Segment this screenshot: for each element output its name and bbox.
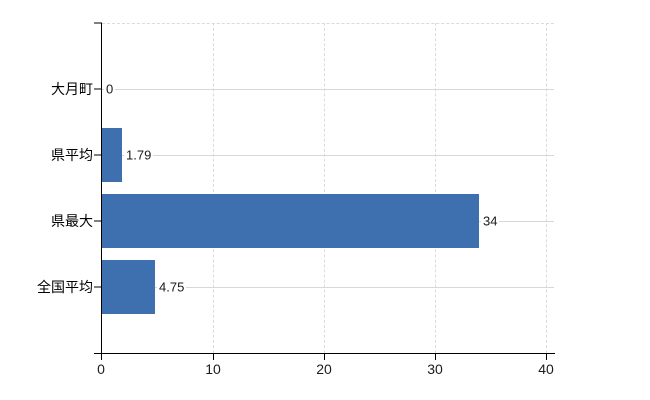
y-axis-tick <box>94 154 102 156</box>
y-axis-category-label: 県最大 <box>51 213 93 229</box>
gridline-horizontal <box>102 287 554 288</box>
x-axis-tick-label: 40 <box>538 361 554 377</box>
gridline-horizontal <box>102 89 554 90</box>
y-axis-end-tick <box>94 22 102 24</box>
y-axis-tick <box>94 88 102 90</box>
x-axis-line <box>94 353 555 354</box>
x-axis-tick-label: 30 <box>427 361 443 377</box>
bar <box>102 260 155 314</box>
x-axis-tick <box>435 354 436 360</box>
bar <box>102 128 122 182</box>
x-axis-tick <box>213 354 214 360</box>
bar-value-label: 34 <box>481 213 500 229</box>
y-axis-tick <box>94 286 102 288</box>
bar-value-label: 4.75 <box>157 279 187 295</box>
bar-value-label: 1.79 <box>124 147 154 163</box>
x-axis-tick-label: 10 <box>205 361 221 377</box>
x-axis-tick <box>546 354 547 360</box>
bar <box>102 194 479 248</box>
gridline-vertical <box>435 23 436 353</box>
plot-top-border <box>102 23 554 24</box>
x-axis-tick <box>324 354 325 360</box>
y-axis-category-label: 大月町 <box>51 81 93 97</box>
x-axis-tick-label: 20 <box>316 361 332 377</box>
x-axis-tick-label: 0 <box>97 361 105 377</box>
y-axis-tick <box>94 220 102 222</box>
gridline-vertical <box>213 23 214 353</box>
y-axis-category-label: 県平均 <box>51 147 93 163</box>
y-axis-line <box>101 23 102 353</box>
bar-value-label: 0 <box>104 81 116 97</box>
gridline-vertical <box>546 23 547 353</box>
x-axis-tick <box>101 354 102 360</box>
y-axis-category-label: 全国平均 <box>37 279 93 295</box>
gridline-vertical <box>324 23 325 353</box>
gridline-horizontal <box>102 155 554 156</box>
